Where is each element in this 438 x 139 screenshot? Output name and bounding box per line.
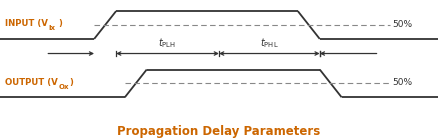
- Text: 50%: 50%: [392, 20, 412, 29]
- Text: ): ): [70, 78, 74, 86]
- Text: OUTPUT (V: OUTPUT (V: [5, 78, 58, 86]
- Text: $t_\mathrm{PHL}$: $t_\mathrm{PHL}$: [260, 36, 279, 50]
- Text: Propagation Delay Parameters: Propagation Delay Parameters: [117, 125, 321, 138]
- Text: 50%: 50%: [392, 78, 412, 87]
- Text: INPUT (V: INPUT (V: [5, 19, 48, 28]
- Text: $t_\mathrm{PLH}$: $t_\mathrm{PLH}$: [159, 36, 177, 50]
- Text: Ix: Ix: [48, 25, 55, 32]
- Text: Ox: Ox: [59, 84, 69, 90]
- Text: ): ): [59, 19, 63, 28]
